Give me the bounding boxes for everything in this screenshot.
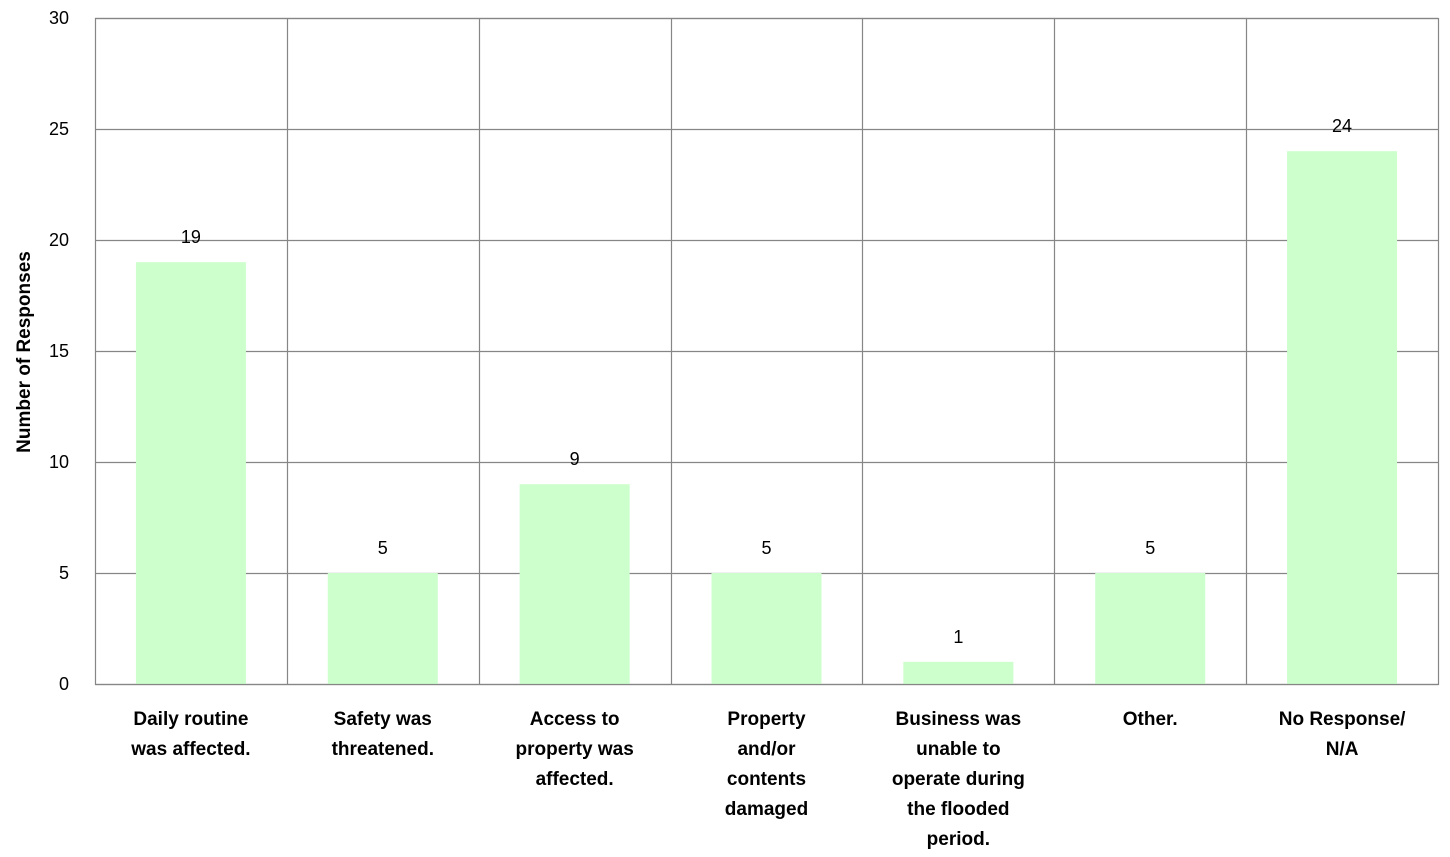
x-category-label: No Response/N/A (1279, 709, 1406, 760)
x-category-label: Property and/or contents damaged (725, 709, 808, 820)
bars (135, 151, 1398, 684)
data-label: 1 (953, 627, 963, 647)
data-label: 19 (181, 227, 201, 247)
data-label: 5 (761, 538, 771, 558)
plot-border (94, 17, 1440, 686)
bar (903, 661, 1014, 684)
y-tick-label: 10 (49, 452, 69, 472)
x-category-label: Safety was threatened. (332, 709, 434, 760)
x-category-label: Business was unable to operate during the f… (892, 709, 1025, 850)
y-axis-title: Number of Responses (14, 251, 35, 453)
x-category-label: Access to property was affected. (516, 709, 634, 790)
data-label: 5 (378, 538, 388, 558)
y-tick-label: 0 (59, 674, 69, 694)
y-tick-label: 30 (49, 8, 69, 28)
y-axis-ticks: 0 5 10 15 20 25 30 (49, 8, 69, 694)
x-axis-category-labels: Daily routine was affected. Safety was thre… (130, 709, 1406, 850)
y-tick-label: 5 (59, 563, 69, 583)
x-category-label: Daily routine was affected. (130, 709, 250, 760)
y-tick-label: 25 (49, 119, 69, 139)
bar (519, 484, 630, 684)
data-label: 9 (570, 449, 580, 469)
bar (135, 262, 246, 684)
data-label: 24 (1332, 116, 1352, 136)
y-tick-label: 15 (49, 341, 69, 361)
bar (327, 573, 438, 684)
gridlines (95, 17, 1438, 686)
data-label: 5 (1145, 538, 1155, 558)
bar (1287, 151, 1398, 684)
bar (1095, 573, 1206, 684)
y-tick-label: 20 (49, 230, 69, 250)
x-category-label: Other. (1123, 709, 1178, 730)
bar (711, 573, 822, 684)
data-labels: 19 5 9 5 1 5 24 (181, 116, 1352, 647)
plot-frame (94, 17, 1440, 686)
